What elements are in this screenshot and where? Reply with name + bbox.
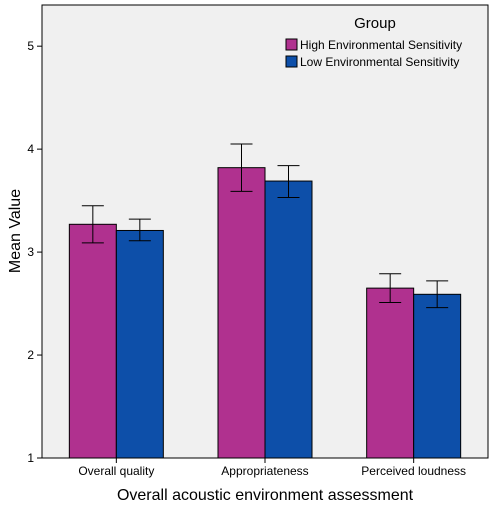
x-axis-title: Overall acoustic environment assessment <box>117 487 414 504</box>
legend-label: High Environmental Sensitivity <box>300 38 462 52</box>
bar <box>264 180 313 459</box>
y-axis: 1 2 3 4 5 <box>27 39 42 465</box>
x-tick-label: Appropriateness <box>221 464 308 478</box>
y-tick-label: 1 <box>27 451 34 465</box>
x-tick-label: Overall quality <box>78 464 154 478</box>
bar <box>68 223 117 459</box>
bars <box>68 167 462 459</box>
bar <box>366 287 415 459</box>
error-bars <box>81 143 449 309</box>
y-tick-label: 5 <box>27 39 34 53</box>
bar <box>115 229 164 459</box>
bar <box>413 293 462 459</box>
legend-swatch <box>285 38 298 51</box>
legend-title: Group <box>354 15 396 32</box>
y-tick-label: 3 <box>27 245 34 259</box>
x-axis: Overall quality Appropriateness Perceived … <box>78 458 466 478</box>
legend-swatch <box>285 55 298 68</box>
x-tick-label: Perceived loudness <box>361 464 466 478</box>
bar <box>217 167 266 459</box>
legend-label: Low Environmental Sensitivity <box>300 55 459 69</box>
y-tick-label: 4 <box>27 142 34 156</box>
legend: Group High Environmental Sensitivity Low … <box>285 15 462 69</box>
y-axis-title: Mean Value <box>7 189 24 273</box>
y-tick-label: 2 <box>27 348 34 362</box>
